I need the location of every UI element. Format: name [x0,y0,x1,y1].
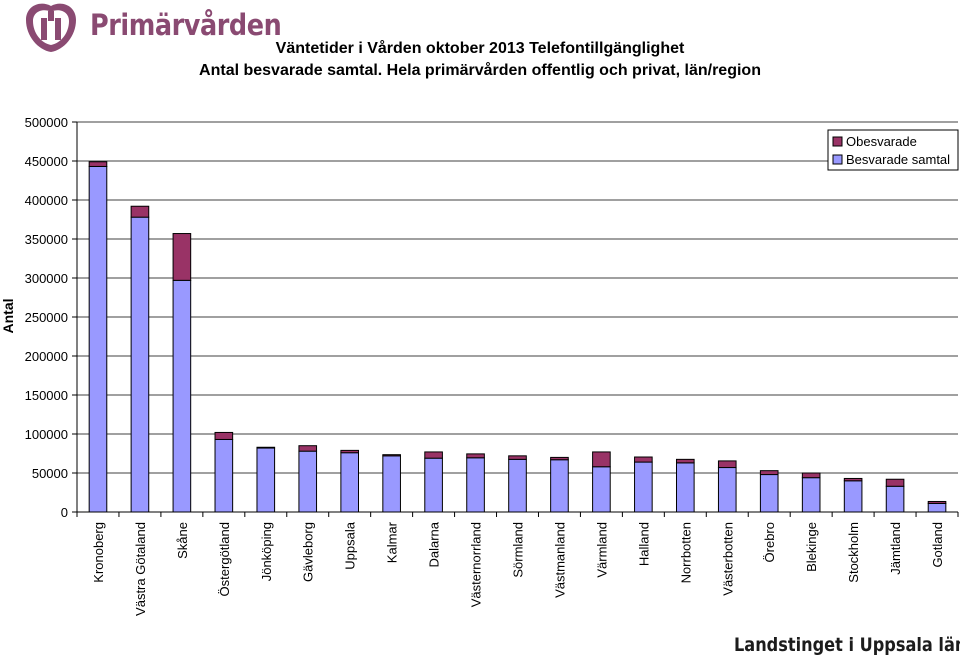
bar-besvarade-8 [424,457,443,513]
y-tick-label: 100000 [25,427,68,442]
bar-obesvarade-18 [843,477,863,482]
legend-swatch [832,136,843,147]
bar-obesvarade-19 [885,478,905,487]
bars [88,161,947,513]
bar-obesvarade-15 [717,460,737,469]
bar-besvarade-1 [130,216,150,513]
x-tick-label: Norrbotten [678,522,693,583]
legend-swatch [832,154,843,165]
y-tick-label: 150000 [25,388,68,403]
bar-obesvarade-13 [634,456,653,463]
x-tick-label: Örebro [762,522,777,562]
bar-besvarade-16 [759,474,779,513]
bar-obesvarade-11 [550,456,569,461]
y-tick-label: 500000 [25,115,68,130]
x-tick-label: Uppsala [343,521,358,569]
gridlines [77,121,958,513]
bar-besvarade-5 [298,450,318,513]
x-tick-label: Västra Götaland [133,522,148,616]
x-tick-label: Västmanland [552,522,567,598]
bar-besvarade-11 [550,459,569,513]
footer-text: Landstinget i Uppsala län [734,634,960,656]
y-tick-label: 0 [61,505,68,520]
bar-obesvarade-8 [424,451,443,459]
x-tick-label: Västerbotten [720,522,735,596]
x-tick-label: Jämtland [888,522,903,575]
legend-label: Obesvarade [846,134,917,149]
x-tick-label: Kalmar [385,521,400,563]
chart-subtitle: Antal besvarade samtal. Hela primärvårde… [199,62,761,79]
bar-obesvarade-2 [172,233,192,281]
bar-besvarade-20 [927,502,947,513]
x-tick-label: Skåne [175,522,190,559]
bar-besvarade-9 [466,457,485,513]
bar-obesvarade-20 [927,500,947,504]
y-tick-label: 200000 [25,349,68,364]
bar-obesvarade-10 [508,455,527,460]
x-tick-label: Jönköping [259,522,274,581]
y-tick-labels: 0 50000 100000 150000 200000 250000 300000 3500… [25,115,68,520]
axes [72,121,959,517]
bar-obesvarade-17 [801,472,821,479]
bar-besvarade-7 [382,455,401,513]
x-tick-label: Västernorrland [469,522,484,607]
x-tick-label: Stockholm [846,522,861,583]
x-tick-label: Dalarna [427,521,442,567]
bar-obesvarade-12 [592,451,611,468]
legend-label: Besvarade samtal [846,152,950,167]
x-tick-labels: Kronoberg Västra Götaland Skåne Östergötlan… [91,521,945,616]
bar-obesvarade-6 [340,449,360,454]
x-tick-label: Halland [636,522,651,566]
y-tick-label: 400000 [25,193,68,208]
x-tick-label: Blekinge [804,522,819,572]
bar-obesvarade-5 [298,445,318,452]
bar-besvarade-3 [214,438,234,513]
primarvarden-logo [26,3,76,52]
bar-besvarade-12 [592,466,611,513]
bar-obesvarade-0 [88,161,108,167]
x-tick-label: Gävleborg [301,522,316,582]
y-tick-label: 50000 [32,466,68,481]
bar-besvarade-13 [634,461,653,513]
x-tick-label: Sörmland [511,522,526,578]
bar-obesvarade-1 [130,205,150,218]
bar-obesvarade-4 [256,446,276,449]
x-tick-label: Värmland [594,522,609,578]
bar-besvarade-10 [508,458,527,513]
bar-besvarade-19 [885,485,905,513]
bar-obesvarade-16 [759,470,779,476]
bar-besvarade-14 [675,462,695,513]
y-tick-label: 250000 [25,310,68,325]
bar-obesvarade-3 [214,431,234,440]
bar-besvarade-18 [843,480,863,513]
y-tick-label: 300000 [25,271,68,286]
chart-title: Väntetider i Vården oktober 2013 Telefon… [275,40,685,57]
bar-besvarade-2 [172,279,192,513]
bar-besvarade-15 [717,467,737,513]
y-tick-label: 450000 [25,154,68,169]
bar-besvarade-4 [256,447,276,513]
x-tick-label: Gotland [930,522,945,568]
x-tick-label: Östergötland [217,522,232,596]
bar-obesvarade-9 [466,453,485,459]
legend-box [827,129,959,171]
y-tick-label: 350000 [25,232,68,247]
bar-besvarade-17 [801,477,821,513]
legend: Obesvarade Besvarade samtal [827,129,959,171]
x-tick-label: Kronoberg [91,522,106,583]
logo-text: Primärvården [90,8,282,42]
bar-obesvarade-7 [382,454,401,457]
bar-obesvarade-14 [675,458,695,464]
bar-besvarade-0 [88,165,108,513]
bar-besvarade-6 [340,452,360,513]
